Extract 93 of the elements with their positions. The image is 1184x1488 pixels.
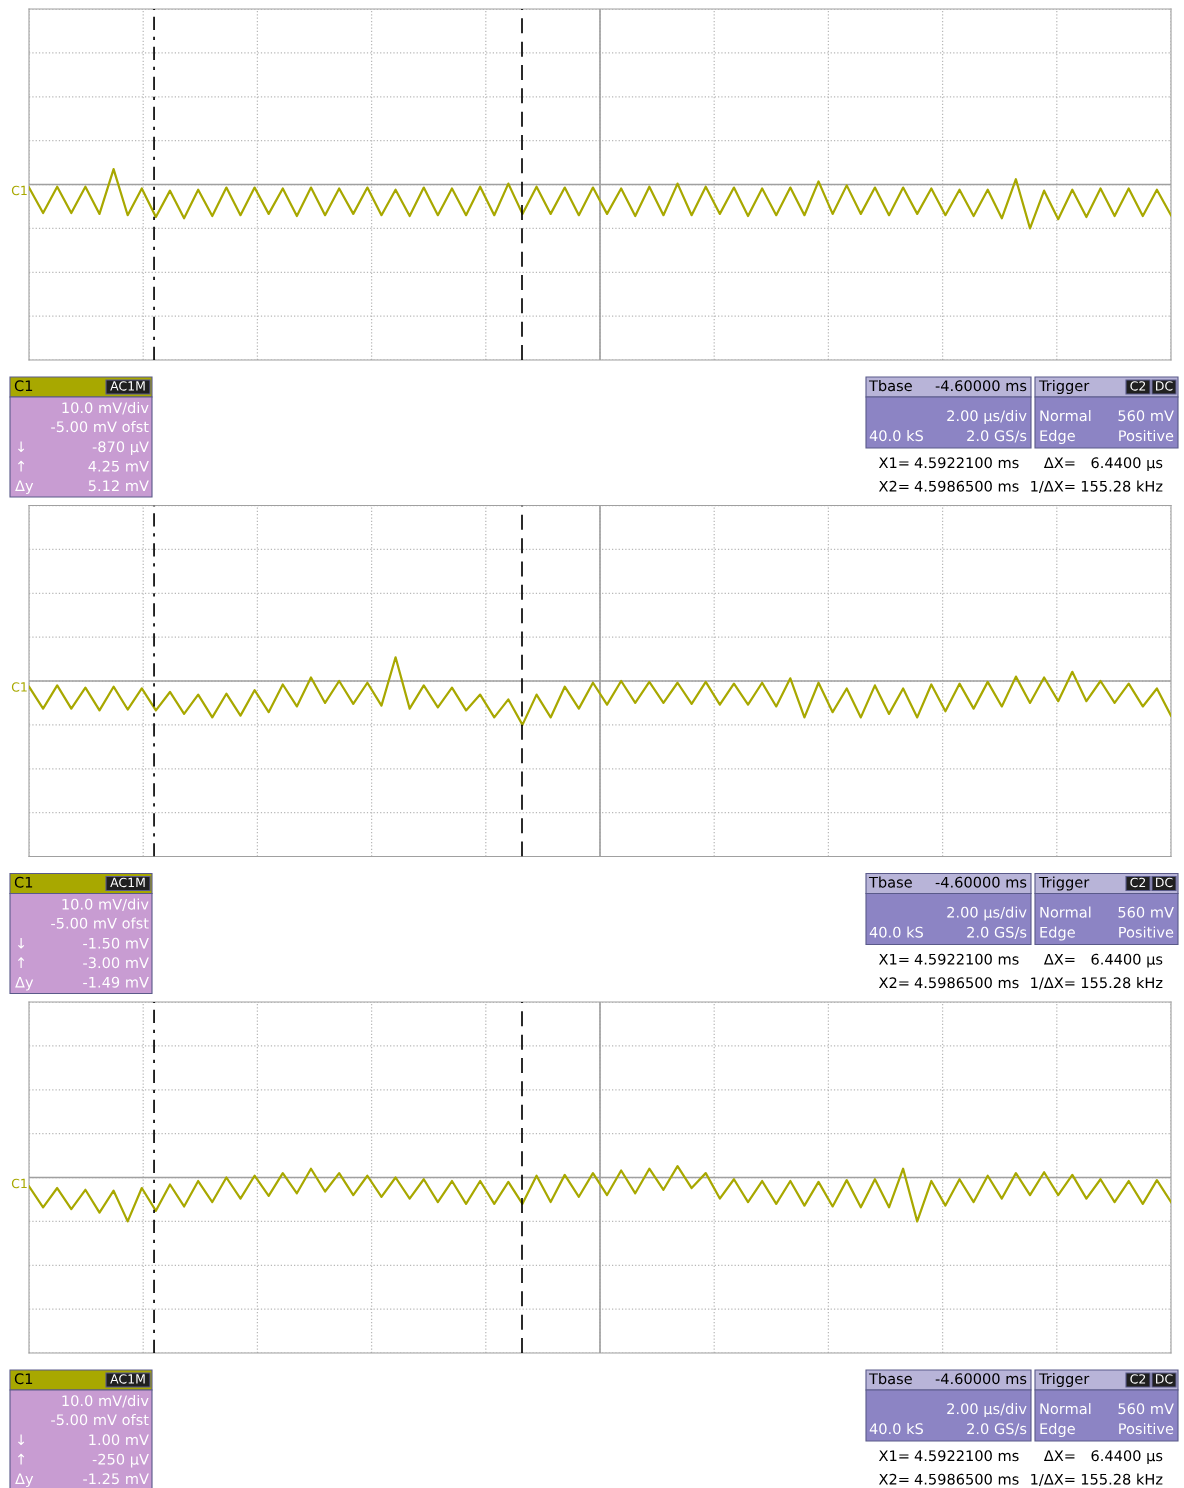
text: -5.00 mV ofst <box>51 1413 149 1426</box>
text: 560 mV <box>1118 1403 1174 1415</box>
text: 560 mV <box>1118 410 1174 422</box>
text: -4.60000 ms <box>935 876 1027 888</box>
text: Positive <box>1119 1422 1174 1435</box>
text: C1 <box>14 380 33 392</box>
text: 40.0 kS <box>869 1422 923 1435</box>
text: 2.00 µs/div <box>947 1402 1027 1418</box>
text: 1/ΔX= <box>1031 1473 1075 1486</box>
text: C1 <box>14 1373 33 1385</box>
text: X2= <box>878 977 909 989</box>
y-axis-title: C1 <box>11 185 27 196</box>
text: 155.28 kHz <box>1081 976 1163 989</box>
text: X1= <box>878 1450 909 1462</box>
text: Trigger <box>1038 876 1090 891</box>
text: Δy <box>15 1473 34 1488</box>
text: 4.25 mV <box>88 460 149 472</box>
text: C1 <box>14 876 33 888</box>
text: 1/ΔX= <box>1031 480 1075 493</box>
text: ↓ <box>17 937 25 949</box>
text: -4.60000 ms <box>935 380 1027 392</box>
text: 10.0 mV/div <box>62 1394 149 1408</box>
text: ↑ <box>17 460 25 472</box>
text: 6.4400 µs <box>1091 1450 1163 1465</box>
text: Trigger <box>1038 1372 1090 1388</box>
text: 1/ΔX= <box>1031 977 1075 990</box>
text: Tbase <box>868 379 912 392</box>
text: X2= <box>878 1473 909 1485</box>
text: AC1M <box>110 381 145 391</box>
text: -3.00 mV <box>83 957 149 969</box>
text: -1.50 mV <box>83 937 149 949</box>
text: C2 <box>1130 381 1146 391</box>
text: ΔX= <box>1043 1450 1075 1462</box>
text: C2 <box>1130 1374 1146 1384</box>
text: AC1M <box>110 877 145 888</box>
text: 2.00 µs/div <box>947 409 1027 425</box>
text: Tbase <box>868 876 912 888</box>
text: 155.28 kHz <box>1081 1473 1163 1485</box>
text: 4.5986500 ms <box>914 480 1019 492</box>
text: Positive <box>1119 926 1174 938</box>
text: 5.12 mV <box>88 480 149 492</box>
text: 4.5922100 ms <box>914 457 1019 469</box>
text: 1.00 mV <box>89 1434 149 1446</box>
text: 560 mV <box>1118 906 1174 918</box>
text: C2 <box>1130 877 1146 888</box>
text: ΔX= <box>1043 953 1075 965</box>
text: ΔX= <box>1043 457 1075 469</box>
text: DC <box>1156 381 1173 391</box>
text: 4.5922100 ms <box>914 953 1019 965</box>
text: DC <box>1156 1374 1173 1384</box>
text: 2.0 GS/s <box>967 926 1027 939</box>
text: Δy <box>15 976 34 991</box>
text: 10.0 mV/div <box>62 401 149 415</box>
text: 4.5922100 ms <box>914 1450 1019 1462</box>
text: X2= <box>878 480 909 492</box>
text: 6.4400 µs <box>1091 953 1163 968</box>
text: -870 µV <box>92 441 149 456</box>
text: 155.28 kHz <box>1081 480 1163 492</box>
text: ↓ <box>17 1434 25 1446</box>
text: Trigger <box>1038 379 1090 395</box>
text: Δy <box>15 480 34 495</box>
text: Edge <box>1040 429 1075 445</box>
text: Edge <box>1040 1422 1075 1438</box>
text: 4.5986500 ms <box>914 977 1019 989</box>
text: Positive <box>1119 429 1174 442</box>
text: DC <box>1156 877 1173 888</box>
text: 2.00 µs/div <box>947 906 1027 921</box>
text: X1= <box>878 457 909 469</box>
text: 40.0 kS <box>869 926 923 938</box>
text: 2.0 GS/s <box>967 430 1027 443</box>
text: 4.5986500 ms <box>914 1473 1019 1485</box>
text: ↑ <box>17 1453 25 1465</box>
text: -5.00 mV ofst <box>51 420 149 433</box>
text: -5.00 mV ofst <box>51 917 149 929</box>
text: 6.4400 µs <box>1091 457 1163 472</box>
text: AC1M <box>110 1374 145 1384</box>
text: 40.0 kS <box>869 429 923 442</box>
text: Tbase <box>868 1372 912 1385</box>
text: -1.25 mV <box>83 1473 149 1485</box>
text: X1= <box>878 953 909 965</box>
text: Normal <box>1040 1402 1091 1415</box>
text: Edge <box>1040 926 1075 941</box>
text: ↓ <box>17 441 25 453</box>
text: Normal <box>1040 409 1091 422</box>
text: 10.0 mV/div <box>62 898 149 911</box>
text: Normal <box>1040 906 1091 918</box>
text: ↑ <box>17 957 25 969</box>
y-axis-title: C1 <box>11 1178 27 1189</box>
text: -250 µV <box>92 1453 149 1468</box>
y-axis-title: C1 <box>11 682 27 692</box>
text: -1.49 mV <box>83 976 149 988</box>
text: 2.0 GS/s <box>967 1423 1027 1436</box>
text: -4.60000 ms <box>935 1373 1027 1385</box>
